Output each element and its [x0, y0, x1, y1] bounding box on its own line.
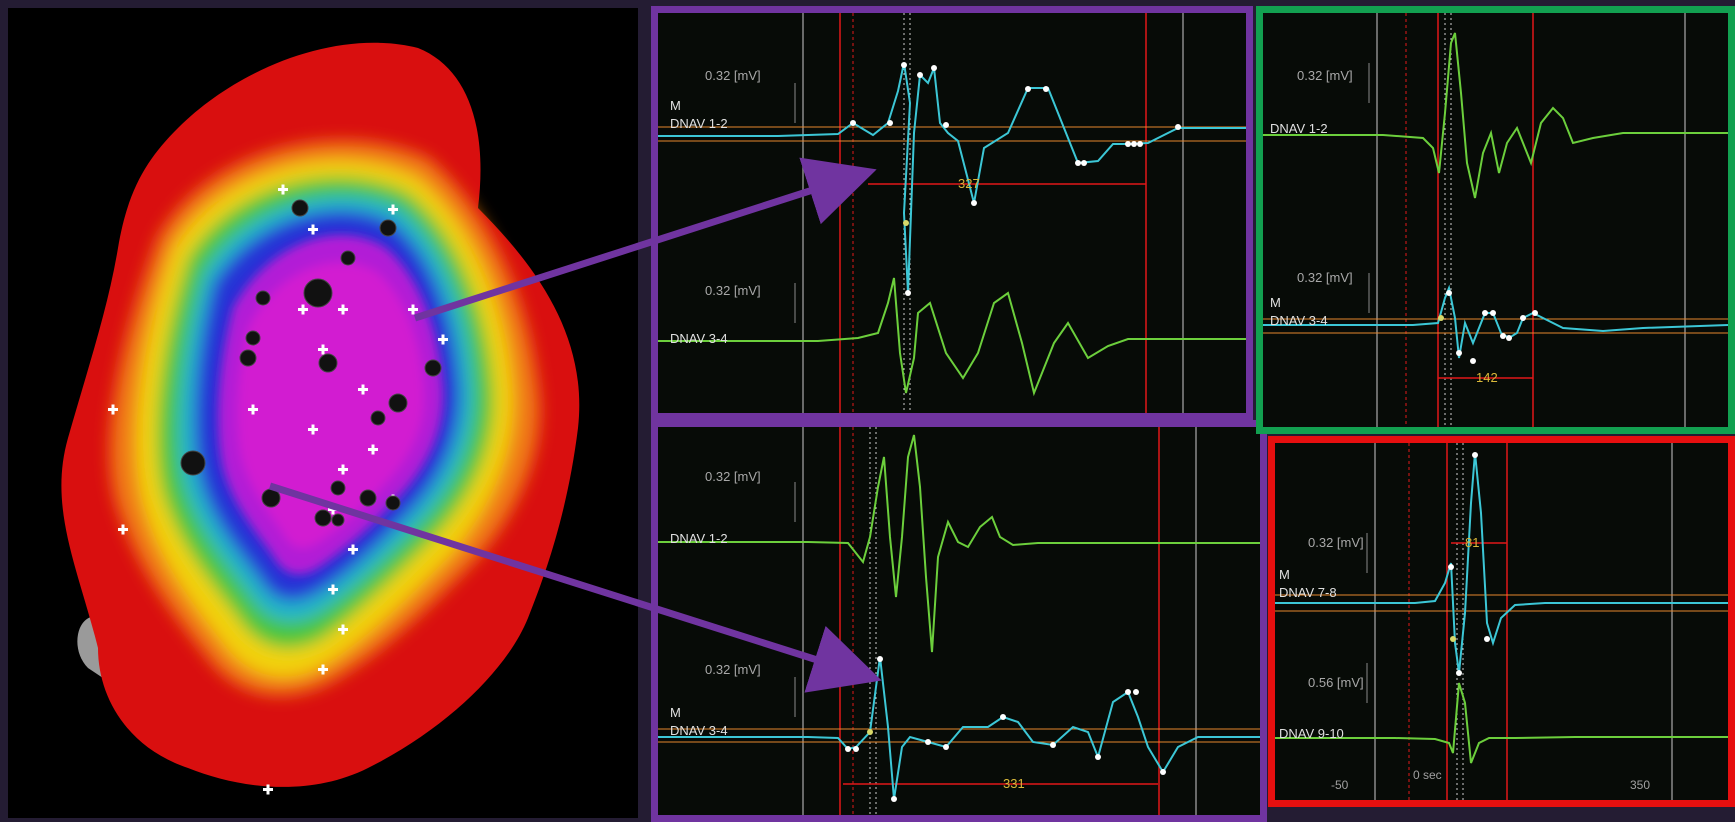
marker-label-ch2: M	[1270, 295, 1281, 310]
egm-panel-4[interactable]: 81 0.32 [mV] M DNAV 7-8 0.56 [mV] DNAV 9…	[1268, 436, 1735, 807]
scale-label-ch1: 0.32 [mV]	[1308, 535, 1364, 550]
duration-label: 81	[1465, 535, 1480, 550]
channel-label-ch1: DNAV 7-8	[1279, 585, 1337, 600]
axis-zero-label: 0 sec	[1413, 768, 1442, 782]
egm-traces-4	[1275, 443, 1728, 800]
duration-label: 331	[1003, 776, 1025, 791]
channel-label-ch2: DNAV 9-10	[1279, 726, 1344, 741]
channel-label-ch1: DNAV 1-2	[1270, 121, 1328, 136]
scale-label-ch1: 0.32 [mV]	[705, 469, 761, 484]
channel-label-ch1: DNAV 1-2	[670, 531, 728, 546]
egm-traces-3	[1263, 13, 1728, 427]
activation-map-image	[61, 42, 580, 795]
marker-label-ch1: M	[670, 98, 681, 113]
egm-panel-3[interactable]: 0.32 [mV] DNAV 1-2 0.32 [mV] M DNAV 3-4 …	[1256, 6, 1735, 434]
marker-label-ch1: M	[1279, 567, 1290, 582]
egm-traces-2	[658, 427, 1260, 815]
activation-map-panel[interactable]	[8, 8, 638, 818]
scale-label-ch2: 0.32 [mV]	[705, 283, 761, 298]
channel-label-ch2: DNAV 3-4	[670, 331, 728, 346]
duration-label: 327	[958, 176, 980, 191]
egm-panel-2[interactable]: 0.32 [mV] DNAV 1-2 0.32 [mV] M DNAV 3-4 …	[651, 420, 1267, 822]
scale-label-ch2: 0.56 [mV]	[1308, 675, 1364, 690]
scale-label-ch1: 0.32 [mV]	[705, 68, 761, 83]
egm-panel-1[interactable]: 0.32 [mV] M DNAV 1-2 327 0.32 [mV] DNAV …	[651, 6, 1253, 420]
channel-label-ch1: DNAV 1-2	[670, 116, 728, 131]
marker-label-ch2: M	[670, 705, 681, 720]
axis-start-label: -50	[1331, 778, 1349, 792]
duration-label: 142	[1476, 370, 1498, 385]
scale-label-ch1: 0.32 [mV]	[1297, 68, 1353, 83]
channel-label-ch2: DNAV 3-4	[1270, 313, 1328, 328]
scale-label-ch2: 0.32 [mV]	[1297, 270, 1353, 285]
channel-label-ch2: DNAV 3-4	[670, 723, 728, 738]
scale-label-ch2: 0.32 [mV]	[705, 662, 761, 677]
axis-end-label: 350	[1630, 778, 1651, 792]
